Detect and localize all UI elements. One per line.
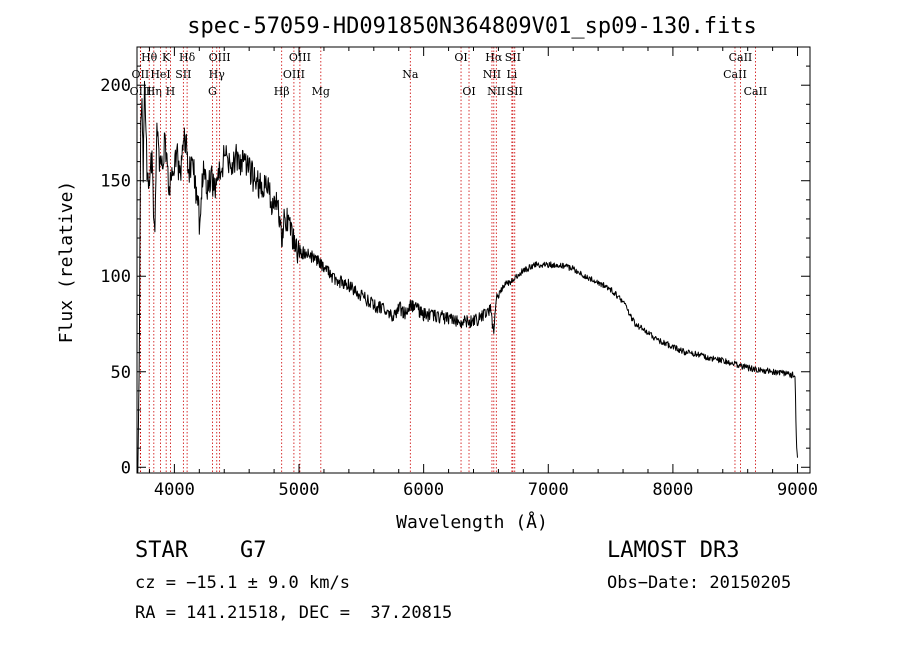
object-class: STAR [135,538,188,563]
line-marker-label-11: G [208,85,217,98]
line-marker-label-16: Na [402,68,419,81]
x-tick-label-2: 6000 [403,480,444,500]
obs-date: Obs−Date: 20150205 [607,573,792,593]
line-marker-label-18: OI [462,85,475,98]
x-tick-label-5: 9000 [777,480,818,500]
line-marker-label-10: Hγ [209,68,226,81]
x-tick-label-4: 8000 [652,480,693,500]
line-marker-label-12: Hβ [274,85,290,98]
line-marker-label-25: CaII [729,51,753,64]
line-marker-label-26: CaII [723,68,747,81]
y-tick-label-3: 150 [100,172,131,192]
y-tick-label-0: 0 [121,458,131,478]
line-marker-label-13: OIII [289,51,311,64]
survey-name: LAMOST DR3 [607,538,740,563]
line-marker-label-9: OIII [209,51,231,64]
line-marker-label-4: K [162,51,171,64]
axis-ticks: 4000 5000 6000 7000 8000 9000 0 50 100 150 200 [100,47,818,500]
line-marker-label-27: CaII [744,85,768,98]
line-marker-label-14: OIII [283,68,305,81]
line-marker-label-23: Li [506,68,517,81]
x-axis-label: Wavelength (Å) [396,511,548,533]
chart-title: spec-57059-HD091850N364809V01_sp09-130.f… [187,14,757,39]
line-marker-label-5: HeI [150,68,170,81]
line-marker-label-7: SII [175,68,191,81]
line-marker-label-22: SII [505,51,521,64]
coordinates: RA = 141.21518, DEC = 37.20815 [135,603,453,623]
line-marker-label-19: Hα [485,51,503,64]
line-marker-label-15: Mg [312,85,330,98]
spectrum-line [136,80,798,474]
line-marker-label-20: NII [483,68,501,81]
y-axis-label: Flux (relative) [56,181,77,344]
line-marker-label-24: SII [507,85,523,98]
plot-axes [136,46,811,474]
x-tick-label-1: 5000 [279,480,320,500]
x-tick-label-3: 7000 [528,480,569,500]
y-tick-label-2: 100 [100,267,131,287]
redshift-cz: cz = −15.1 ± 9.0 km/s [135,573,350,593]
line-marker-label-17: OI [454,51,467,64]
y-tick-label-1: 50 [111,363,131,383]
plot-frame [136,46,811,474]
line-marker-label-0: Hθ [141,51,158,64]
line-marker-label-8: Hδ [179,51,196,64]
subclass: G7 [240,538,267,563]
line-marker-label-3: Hη [146,85,162,98]
line-marker-label-21: NII [487,85,505,98]
line-marker-label-2: OIII [130,85,152,98]
spectrum-series [136,80,798,474]
line-marker-label-6: H [166,85,176,98]
line-marker-label-1: OII [132,68,150,81]
x-tick-label-0: 4000 [154,480,195,500]
y-tick-label-4: 200 [100,76,131,96]
